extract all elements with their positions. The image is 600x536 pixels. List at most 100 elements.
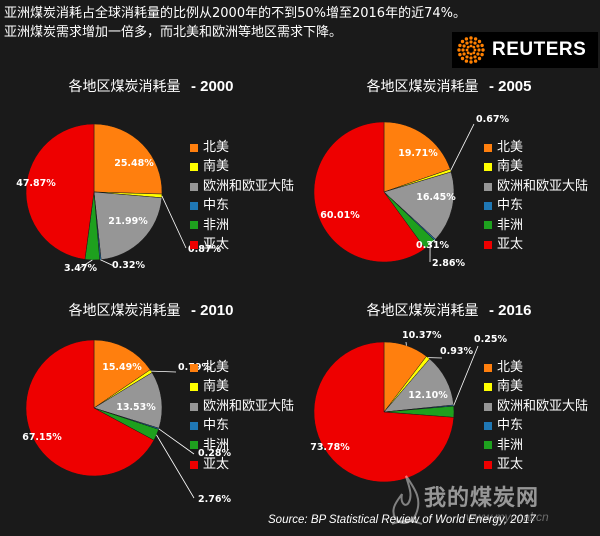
legend-label: 北美 xyxy=(497,140,524,155)
legend: 北美南美欧洲和欧亚大陆中东 非洲亚太 xyxy=(190,138,294,254)
legend-label: 欧洲和欧亚大陆 xyxy=(203,398,295,414)
legend-item-south-america: 南美 xyxy=(190,377,294,396)
leader-line-middle-east xyxy=(453,345,479,406)
legend-label: 亚太 xyxy=(497,457,524,473)
leader-line-middle-east xyxy=(427,239,436,245)
legend-item-south-america: 南美 xyxy=(484,377,588,396)
chart-title-text: 各地区煤炭消耗量 xyxy=(366,79,479,95)
legend-label: 非洲 xyxy=(497,217,524,233)
legend-item-asia-pacific: 亚太 xyxy=(484,235,588,254)
legend-item-south-america: 南美 xyxy=(484,157,588,176)
data-label-south-america: 0.87% xyxy=(188,244,221,255)
pie-slice-asia-pacific xyxy=(313,121,426,263)
data-label-south-america: 0.93% xyxy=(440,346,473,357)
data-label-europe-eurasia: 13.53% xyxy=(116,402,156,413)
legend-label: 南美 xyxy=(203,159,230,175)
legend-swatch xyxy=(484,383,492,392)
legend-label: 中东 xyxy=(497,198,524,214)
pie-slice-asia-pacific xyxy=(313,341,455,483)
source-note: Source: BP Statistical Review of World E… xyxy=(268,514,536,526)
legend: 北美南美欧洲和欧亚大陆 中东非洲亚太 xyxy=(190,358,294,474)
legend-item-middle-east: 中东 xyxy=(484,196,588,215)
legend-item-europe-eurasia: 欧洲和欧亚大陆 xyxy=(190,177,294,196)
legend-item-middle-east: 中东 xyxy=(484,416,588,435)
legend-label: 中东 xyxy=(497,418,524,434)
legend-swatch xyxy=(484,402,492,411)
data-label-africa: 3.47% xyxy=(64,263,97,274)
data-label-middle-east: 0.25% xyxy=(474,334,507,345)
pie-chart-2010: 各地区煤炭消耗量 - 2010 15.49%0.79%13.53%0.28%2.… xyxy=(2,300,300,530)
pie-slice-europe-eurasia xyxy=(93,372,163,429)
legend-label: 亚太 xyxy=(203,237,230,253)
leader-line-middle-east xyxy=(100,259,115,267)
legend-label: 南美 xyxy=(497,379,524,395)
legend-swatch xyxy=(190,363,198,372)
data-label-middle-east: 0.32% xyxy=(112,260,145,271)
leader-line-africa xyxy=(79,259,93,269)
chart-title-text: 各地区煤炭消耗量 xyxy=(68,303,181,319)
legend-item-africa: 非洲 xyxy=(484,216,588,235)
legend-item-africa: 非洲 xyxy=(190,216,294,235)
legend-swatch xyxy=(190,182,198,191)
pie-svg: 19.71% 0.67% 16.45% 0.31% 2.86% 60.01% xyxy=(313,114,509,269)
legend-item-asia-pacific: 亚太 xyxy=(190,455,294,474)
chart-title: 各地区煤炭消耗量 - 2000 xyxy=(2,76,300,96)
legend-label: 北美 xyxy=(203,140,230,155)
pie-slice-north-america xyxy=(93,123,163,195)
legend-label: 非洲 xyxy=(203,437,230,453)
legend-label: 南美 xyxy=(203,379,230,395)
legend-label: 南美 xyxy=(497,159,524,175)
pie-slice-asia-pacific xyxy=(25,123,95,260)
data-label-north-america: 15.49% xyxy=(102,362,142,373)
legend-item-africa: 非洲 xyxy=(190,436,294,455)
data-label-asia-pacific: 47.87% xyxy=(16,178,56,189)
data-label-north-america: 25.48% xyxy=(114,158,154,169)
legend-swatch xyxy=(484,441,492,450)
pie-chart-2005: 各地区煤炭消耗量 - 2005 19.71% 0.67% 16.45% 0.31% 2.… xyxy=(300,76,598,306)
data-label-north-america: 19.71% xyxy=(398,148,438,159)
pie-svg: 25.48% 0.87% 21.99% 0.32% 3.47% 47.87% xyxy=(16,123,221,274)
chart-title: 各地区煤炭消耗量 - 2016 xyxy=(300,300,598,320)
legend-swatch xyxy=(484,182,492,191)
pie-slice-north-america xyxy=(383,121,451,193)
reuters-logo: REUTERS xyxy=(452,32,598,68)
chart-title: 各地区煤炭消耗量 - 2005 xyxy=(300,76,598,96)
data-label-europe-eurasia: 12.10% xyxy=(408,390,448,401)
chart-title-text: 各地区煤炭消耗量 xyxy=(68,79,181,95)
legend-swatch xyxy=(190,383,198,392)
legend-swatch xyxy=(190,240,198,249)
legend-label: 欧洲和欧亚大陆 xyxy=(203,178,295,194)
legend-item-north-america: 北美 xyxy=(190,358,294,377)
legend-swatch xyxy=(484,421,492,430)
legend-item-north-america: 北美 xyxy=(484,358,588,377)
legend-label: 北美 xyxy=(203,360,230,375)
pie-slice-asia-pacific xyxy=(25,339,155,477)
reuters-logo-text: REUTERS xyxy=(492,39,587,60)
legend-item-europe-eurasia: 欧洲和欧亚大陆 xyxy=(484,397,588,416)
headline-line-1: 亚洲煤炭消耗占全球消耗量的比例从2000年的不到50%增至2016年的近74%。 xyxy=(4,6,466,21)
legend: 北美南美欧洲和欧亚大陆中东非洲亚太 xyxy=(484,358,588,474)
legend-item-middle-east: 中东 xyxy=(190,416,294,435)
legend-label: 中东 xyxy=(203,418,230,434)
legend-item-north-america: 北美 xyxy=(484,138,588,157)
legend-item-africa: 非洲 xyxy=(484,436,588,455)
chart-year: - 2010 xyxy=(190,302,234,319)
legend-label: 亚太 xyxy=(203,457,230,473)
data-label-africa: 2.86% xyxy=(432,258,465,269)
legend-label: 非洲 xyxy=(497,437,524,453)
legend-item-middle-east: 中东 xyxy=(190,196,294,215)
legend-swatch xyxy=(190,460,198,469)
data-label-asia-pacific: 67.15% xyxy=(22,432,62,443)
legend-swatch xyxy=(190,421,198,430)
legend-item-asia-pacific: 亚太 xyxy=(190,235,294,254)
legend-swatch xyxy=(484,221,492,230)
legend-item-south-america: 南美 xyxy=(190,157,294,176)
chart-year: - 2016 xyxy=(488,302,532,319)
legend-label: 北美 xyxy=(497,360,524,375)
legend-swatch xyxy=(190,163,198,172)
data-label-europe-eurasia: 21.99% xyxy=(108,216,148,227)
data-label-north-america: 10.37% xyxy=(402,330,442,341)
pie-slice-europe-eurasia xyxy=(383,171,455,240)
data-label-africa: 2.76% xyxy=(198,494,231,505)
leader-line-south-america xyxy=(161,195,187,249)
